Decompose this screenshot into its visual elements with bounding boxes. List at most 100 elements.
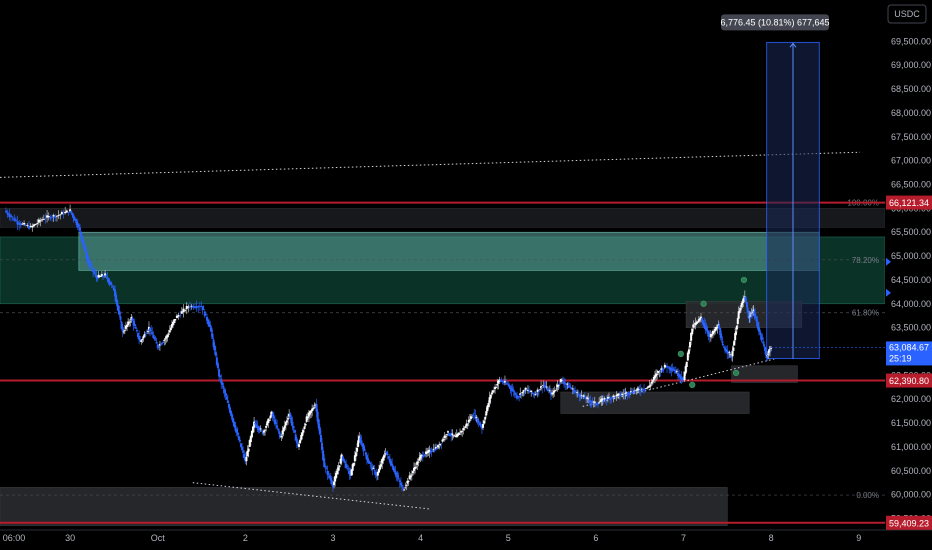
candle-body: [702, 320, 705, 325]
candle-body: [482, 423, 485, 428]
candle-body: [265, 426, 268, 428]
candle-body: [558, 383, 561, 385]
projection-layer[interactable]: 6,776.45 (10.81%) 677,645: [720, 14, 830, 360]
candle-body: [628, 392, 631, 394]
candle-body: [552, 392, 555, 395]
candle-body: [391, 463, 394, 466]
candle-body: [312, 408, 315, 410]
candle-body: [371, 466, 374, 471]
candle-body: [69, 209, 72, 212]
candle-body: [661, 369, 664, 371]
price-series: [5, 204, 773, 493]
candle-body: [544, 386, 547, 388]
candle-body: [302, 430, 305, 433]
candle-body: [735, 325, 738, 330]
candle-body: [499, 380, 502, 382]
candle-body: [221, 382, 224, 385]
level-tag-support-bg: [886, 373, 932, 388]
candle-body: [352, 462, 355, 466]
candle-body: [763, 347, 766, 351]
candle-body: [577, 393, 580, 395]
candle-body: [757, 327, 760, 332]
candle-body: [287, 418, 290, 420]
candle-body: [560, 379, 563, 381]
candle-body: [609, 398, 612, 400]
candle-body: [414, 466, 417, 469]
candle-body: [328, 475, 331, 479]
candle-body: [270, 411, 273, 416]
candle-body: [64, 211, 67, 214]
candle-body: [278, 431, 281, 435]
candle-body: [135, 330, 138, 332]
candle-body: [655, 373, 658, 377]
candle-body: [250, 430, 253, 438]
candle-body: [656, 373, 659, 375]
candle-body: [236, 432, 239, 435]
pivot-marker: [689, 381, 696, 388]
candle-body: [637, 389, 640, 391]
alert-marker-icon[interactable]: [886, 257, 891, 266]
candle-body: [714, 328, 717, 332]
candle-body: [273, 419, 276, 425]
candle-body: [551, 392, 554, 394]
candle-body: [468, 419, 471, 421]
candle-body: [47, 215, 50, 218]
candle-body: [128, 322, 131, 324]
candle-body: [384, 453, 387, 455]
candle-body: [475, 417, 478, 418]
candle-body: [566, 383, 569, 385]
candle-body: [507, 384, 510, 386]
candle-body: [670, 368, 673, 371]
time-axis[interactable]: 06:00 30 Oct 2 3 4 5 6 7 8 9: [0, 529, 932, 550]
candle-body: [85, 252, 88, 259]
candle-body: [649, 384, 652, 386]
candle-body: [364, 452, 367, 456]
candle-body: [206, 316, 209, 321]
candle-body: [508, 384, 511, 387]
price-axis[interactable]: USDC59,500.0060,000.0060,500.0061,000.00…: [885, 0, 932, 550]
candle-body: [509, 386, 512, 389]
candle-body: [379, 465, 382, 470]
candle-body: [82, 239, 85, 245]
candle-body: [361, 443, 364, 447]
projection-label-box: [720, 14, 829, 31]
candle-body: [742, 299, 745, 303]
candle-body: [650, 381, 653, 384]
candle-body: [576, 392, 579, 394]
candle-body: [350, 469, 353, 476]
candle-body: [603, 398, 606, 400]
candle-body: [80, 231, 83, 237]
candle-body: [721, 344, 724, 346]
candle-body: [686, 352, 689, 361]
candle-body: [689, 341, 692, 348]
candle-body: [276, 425, 279, 428]
currency-button[interactable]: [887, 4, 927, 24]
candle-body: [333, 481, 336, 486]
candle-body: [396, 475, 399, 478]
candle-body: [758, 329, 761, 331]
candle-body: [666, 365, 669, 368]
candle-body: [430, 451, 433, 453]
candle-body: [67, 211, 70, 214]
candle-body: [211, 333, 214, 339]
candle-body: [624, 393, 627, 394]
trendline: [582, 358, 776, 407]
y-tick-label: 67,500.00: [891, 132, 931, 142]
candle-body: [536, 389, 539, 393]
x-tick-label: 9: [856, 533, 861, 543]
candle-body: [455, 434, 458, 438]
candle-body: [707, 332, 710, 337]
x-tick-label: 3: [330, 533, 335, 543]
candle-body: [629, 391, 632, 393]
fib-label: 78.20%: [852, 256, 879, 265]
alert-marker-icon[interactable]: [886, 288, 891, 297]
candle-body: [667, 366, 670, 368]
candle-body: [229, 407, 232, 413]
candle-body: [646, 387, 649, 389]
candle-body: [695, 321, 698, 325]
candle-body: [120, 321, 123, 329]
candle-body: [400, 485, 403, 487]
candle-body: [277, 428, 280, 431]
candle-body: [709, 334, 712, 338]
